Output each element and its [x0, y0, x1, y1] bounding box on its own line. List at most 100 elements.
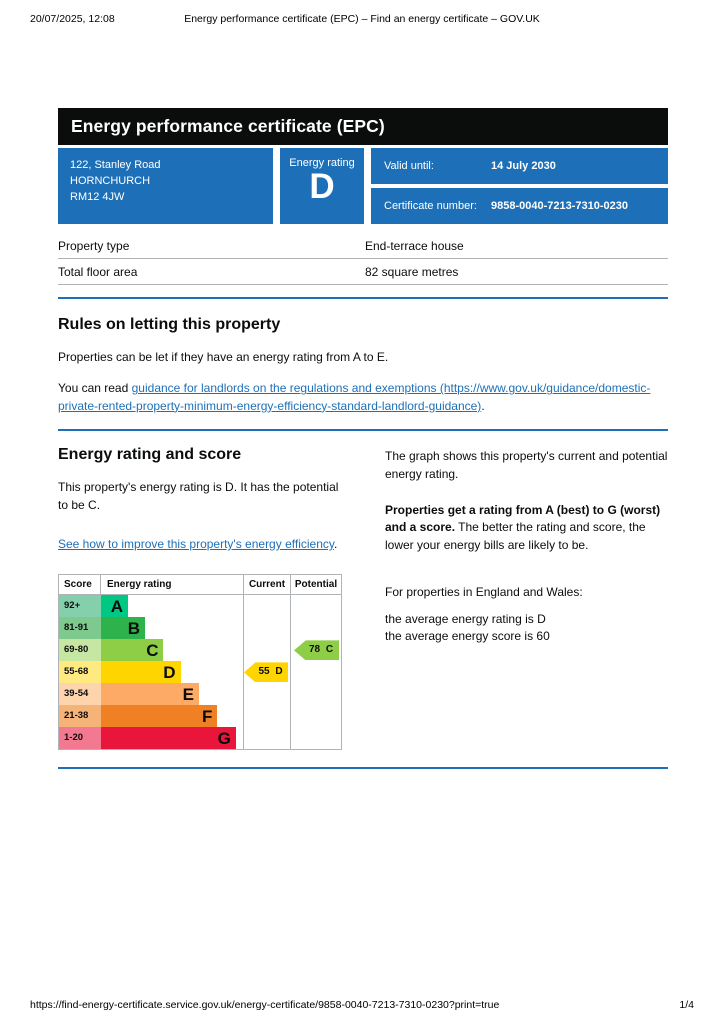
epc-chart-body: 92+ A 81-91 B 69-80 C 78 C 55-68 D 55 D 39-54 E 21-3… — [59, 595, 341, 750]
browser-print-footer: https://find-energy-certificate.service.… — [30, 999, 694, 1011]
band-bar-d: D — [101, 661, 181, 684]
rules-heading: Rules on letting this property — [58, 316, 281, 333]
band-score-range: 69-80 — [59, 639, 101, 662]
rules-para-2-suffix: . — [481, 398, 485, 413]
energy-rating-label: Energy rating — [289, 157, 355, 169]
band-bar-cell: A — [101, 595, 243, 618]
potential-rating-cell — [290, 683, 341, 706]
print-datetime: 20/07/2025, 12:08 — [30, 13, 115, 25]
band-bar-cell: E — [101, 683, 243, 706]
band-score-range: 1-20 — [59, 727, 101, 750]
certificate-meta-boxes: Valid until: 14 July 2030 Certificate nu… — [371, 148, 668, 224]
rating-explainer-bold: Properties get a rating from A (best) to… — [385, 502, 661, 535]
improve-efficiency-link[interactable]: See how to improve this property's energ… — [58, 536, 334, 551]
floor-area-value: 82 square metres — [365, 265, 459, 279]
band-bar-cell: G — [101, 727, 243, 750]
rules-para-2: You can read guidance for landlords on t… — [58, 380, 668, 415]
rating-score-left-column: Energy rating and score This property's … — [58, 446, 344, 751]
current-rating-cell — [243, 705, 290, 728]
current-rating-cell — [243, 617, 290, 640]
current-rating-cell — [243, 639, 290, 662]
epc-band-row-d: 55-68 D 55 D — [59, 661, 341, 684]
certificate-banner: Energy performance certificate (EPC) — [58, 108, 668, 145]
section-divider — [58, 767, 668, 770]
band-bar-cell: D — [101, 661, 243, 684]
band-score-range: 39-54 — [59, 683, 101, 706]
potential-rating-cell: 78 C — [290, 639, 341, 662]
band-bar-e: E — [101, 683, 199, 706]
floor-area-label: Total floor area — [58, 265, 138, 279]
epc-band-row-b: 81-91 B — [59, 617, 341, 640]
improve-efficiency-suffix: . — [333, 536, 338, 551]
current-rating-cell — [243, 727, 290, 750]
current-rating-arrow: 55 D — [244, 662, 288, 683]
print-url: https://find-energy-certificate.service.… — [30, 999, 500, 1011]
graph-description-para: The graph shows this property's current … — [385, 449, 668, 481]
valid-until-label: Valid until: — [384, 160, 434, 172]
band-bar-a: A — [101, 595, 128, 618]
band-bar-cell: C — [101, 639, 243, 662]
rating-score-heading: Energy rating and score — [58, 446, 242, 464]
potential-rating-arrow: 78 C — [294, 640, 339, 661]
valid-until-box: Valid until: 14 July 2030 — [371, 148, 668, 184]
chart-column-score: Score — [59, 575, 101, 595]
band-letter: F — [202, 706, 213, 726]
print-page-number: 1/4 — [679, 999, 694, 1011]
certificate-number-box: Certificate number: 9858-0040-7213-7310-… — [371, 188, 668, 224]
epc-band-row-f: 21-38 F — [59, 705, 341, 728]
epc-chart-header: Score Energy rating Current Potential — [59, 575, 341, 596]
print-page-title: Energy performance certificate (EPC) – F… — [184, 13, 540, 25]
epc-band-row-e: 39-54 E — [59, 683, 341, 706]
epc-band-row-g: 1-20 G — [59, 727, 341, 750]
potential-rating-cell — [290, 617, 341, 640]
address-line-1: 122, Stanley Road — [70, 159, 161, 171]
band-bar-f: F — [101, 705, 218, 728]
landlord-guidance-link[interactable]: guidance for landlords on the regulation… — [58, 381, 651, 413]
property-details-table: Property type End-terrace house Total fl… — [58, 233, 668, 285]
band-letter: C — [146, 640, 159, 660]
table-row: Property type End-terrace house — [58, 233, 668, 259]
band-bar-cell: F — [101, 705, 243, 728]
band-score-range: 92+ — [59, 595, 101, 618]
potential-rating-cell — [290, 595, 341, 618]
band-bar-g: G — [101, 727, 236, 750]
energy-rating-value: D — [309, 167, 335, 206]
band-bar-b: B — [101, 617, 146, 640]
averages-para: the average energy rating is D the averag… — [385, 611, 668, 646]
potential-rating-cell — [290, 705, 341, 728]
band-letter: A — [110, 596, 123, 616]
energy-rating-box: Energy rating D — [280, 148, 364, 224]
certificate-number-label: Certificate number: — [384, 200, 477, 212]
band-score-range: 55-68 — [59, 661, 101, 684]
band-bar-cell: B — [101, 617, 243, 640]
band-letter: G — [217, 728, 231, 748]
average-score-line: the average energy score is 60 — [385, 628, 550, 643]
certificate-content: Energy performance certificate (EPC) 122… — [58, 108, 668, 770]
rating-explainer-rest: The better the rating and score, the low… — [385, 520, 646, 552]
address-line-3: RM12 4JW — [70, 190, 125, 203]
england-wales-para: For properties in England and Wales: — [385, 585, 583, 600]
section-divider — [58, 429, 668, 432]
certificate-number-value: 9858-0040-7213-7310-0230 — [491, 200, 629, 212]
address-line-2: HORNCHURCH — [70, 174, 151, 187]
current-rating-cell — [243, 683, 290, 706]
band-letter: B — [127, 618, 141, 638]
band-letter: D — [163, 662, 176, 682]
improve-efficiency-para: See how to improve this property's energ… — [58, 536, 344, 553]
chart-column-current: Current — [243, 575, 290, 595]
band-letter: E — [182, 684, 194, 704]
valid-until-value: 14 July 2030 — [491, 160, 556, 172]
potential-rating-cell — [290, 661, 341, 684]
rating-score-para: This property's energy rating is D. It h… — [58, 480, 339, 512]
rating-score-right-column: The graph shows this property's current … — [385, 446, 668, 750]
epc-band-row-c: 69-80 C 78 C — [59, 639, 341, 662]
rules-para-2-prefix: You can read — [58, 381, 132, 396]
current-rating-cell: 55 D — [243, 661, 290, 684]
energy-rating-and-score-section: Energy rating and score This property's … — [58, 446, 668, 751]
epc-band-row-a: 92+ A — [59, 595, 341, 618]
rules-para-1: Properties can be let if they have an en… — [58, 350, 389, 364]
certificate-summary: 122, Stanley Road HORNCHURCH RM12 4JW En… — [58, 148, 668, 224]
section-divider — [58, 297, 668, 299]
table-row: Total floor area 82 square metres — [58, 259, 668, 285]
